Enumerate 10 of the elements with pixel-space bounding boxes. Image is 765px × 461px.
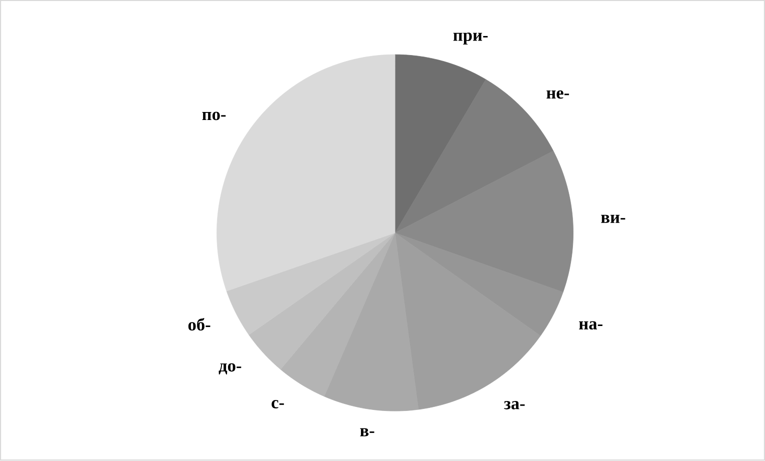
slice-label: ви- bbox=[601, 215, 626, 224]
slice-label: не- bbox=[546, 90, 569, 99]
slice-label: в- bbox=[360, 428, 374, 436]
slice-label: за- bbox=[504, 401, 525, 410]
slice-label: об- bbox=[188, 318, 210, 331]
slice-label: до- bbox=[218, 363, 242, 375]
slice-label: по- bbox=[202, 112, 226, 120]
slice-label: с- bbox=[272, 400, 284, 409]
slice-label: при- bbox=[453, 32, 488, 45]
slice-label: на- bbox=[579, 321, 602, 330]
